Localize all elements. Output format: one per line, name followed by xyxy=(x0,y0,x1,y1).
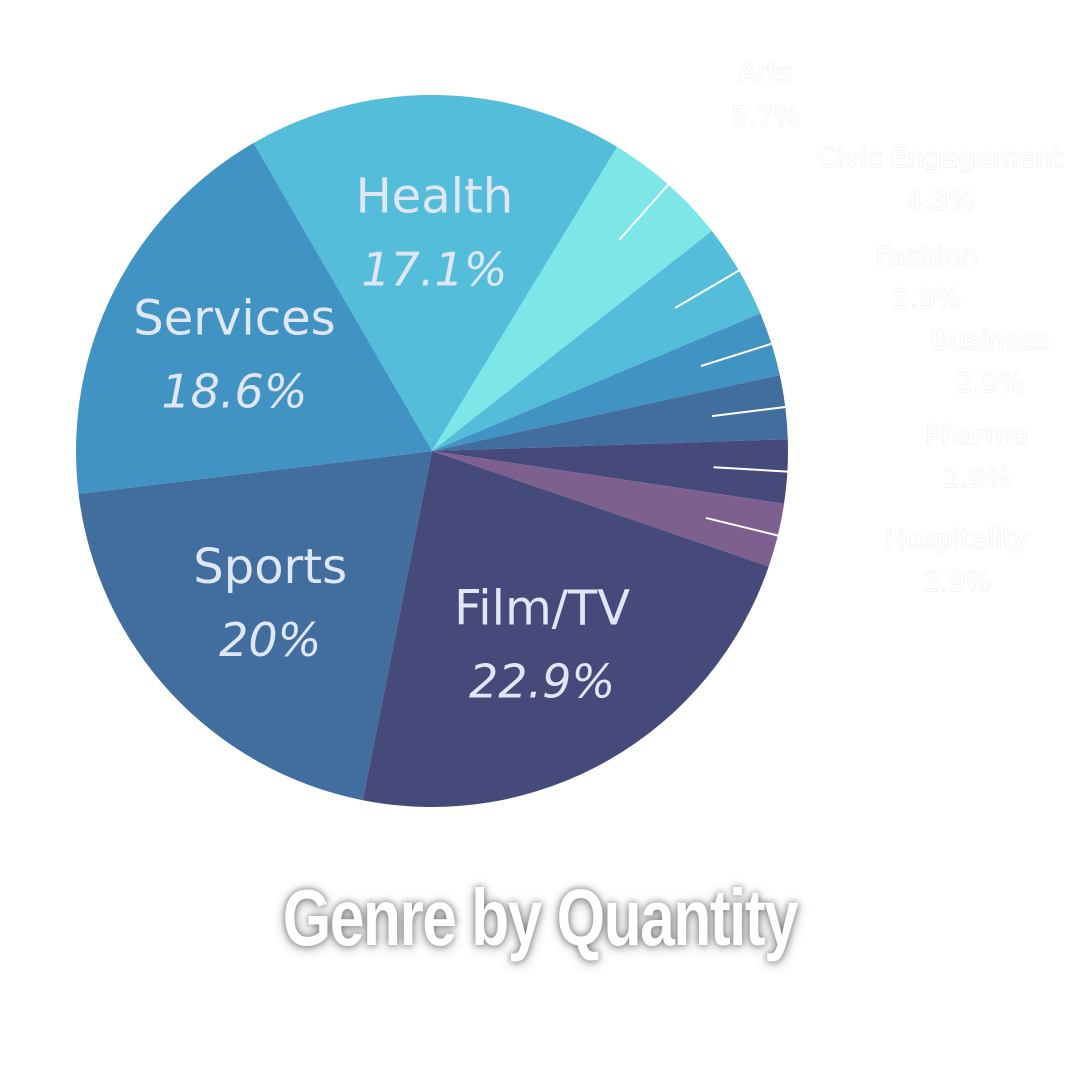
slice-value-sports: 20% xyxy=(219,613,321,667)
pie-slice-health xyxy=(253,95,618,452)
slice-label-hospitality: Hospitality xyxy=(885,524,1029,555)
pie-slice-arts xyxy=(432,146,712,451)
slices-layer xyxy=(76,95,788,807)
slice-value-health: 17.1% xyxy=(361,242,507,296)
slice-label-arts: Arts xyxy=(738,58,792,89)
slice-label-business: Business xyxy=(930,325,1049,356)
pie-slice-sports xyxy=(78,451,433,801)
labels-layer: Health 17.1% Arts 5.7% Civic Engagement 4.3% F… xyxy=(133,57,1063,708)
slice-value-business: 2.9% xyxy=(956,368,1025,399)
slice-value-arts: 5.7% xyxy=(731,101,800,132)
pie-slice-services xyxy=(76,143,433,494)
pie-slice-civic-engagement xyxy=(432,230,761,451)
slice-label-civic-engagement: Civic Engagement xyxy=(817,143,1062,174)
leader-line-hospitality xyxy=(705,516,781,537)
pie-slice-fashion xyxy=(432,313,780,451)
slice-label-pharma: Pharma xyxy=(925,420,1028,451)
chart-title: Genre by Quantity xyxy=(282,873,799,962)
pie-slice-pharma xyxy=(432,439,788,504)
slice-value-film-tv: 22.9% xyxy=(469,654,615,708)
leader-line-pharma xyxy=(713,466,790,473)
slice-label-health: Health xyxy=(356,168,514,224)
slice-value-fashion: 2.9% xyxy=(893,284,962,315)
pie-slice-hospitality xyxy=(432,451,785,567)
slice-label-fashion: Fashion xyxy=(876,241,978,272)
slice-value-civic-engagement: 4.3% xyxy=(906,186,975,217)
slice-label-film-tv: Film/TV xyxy=(454,580,630,636)
leader-line-business xyxy=(711,405,788,418)
slice-value-services: 18.6% xyxy=(161,365,307,419)
slice-label-services: Services xyxy=(133,291,335,347)
leader-line-arts xyxy=(618,182,671,241)
slice-value-hospitality: 2.9% xyxy=(923,567,992,598)
slice-label-sports: Sports xyxy=(193,539,347,595)
slice-value-pharma: 2.9% xyxy=(943,463,1012,494)
pie-slice-business xyxy=(432,375,788,451)
pie-slice-film-tv xyxy=(362,451,769,807)
leader-lines-layer xyxy=(618,182,790,537)
leader-line-fashion xyxy=(700,342,774,368)
leader-line-civic-engagement xyxy=(674,268,742,309)
